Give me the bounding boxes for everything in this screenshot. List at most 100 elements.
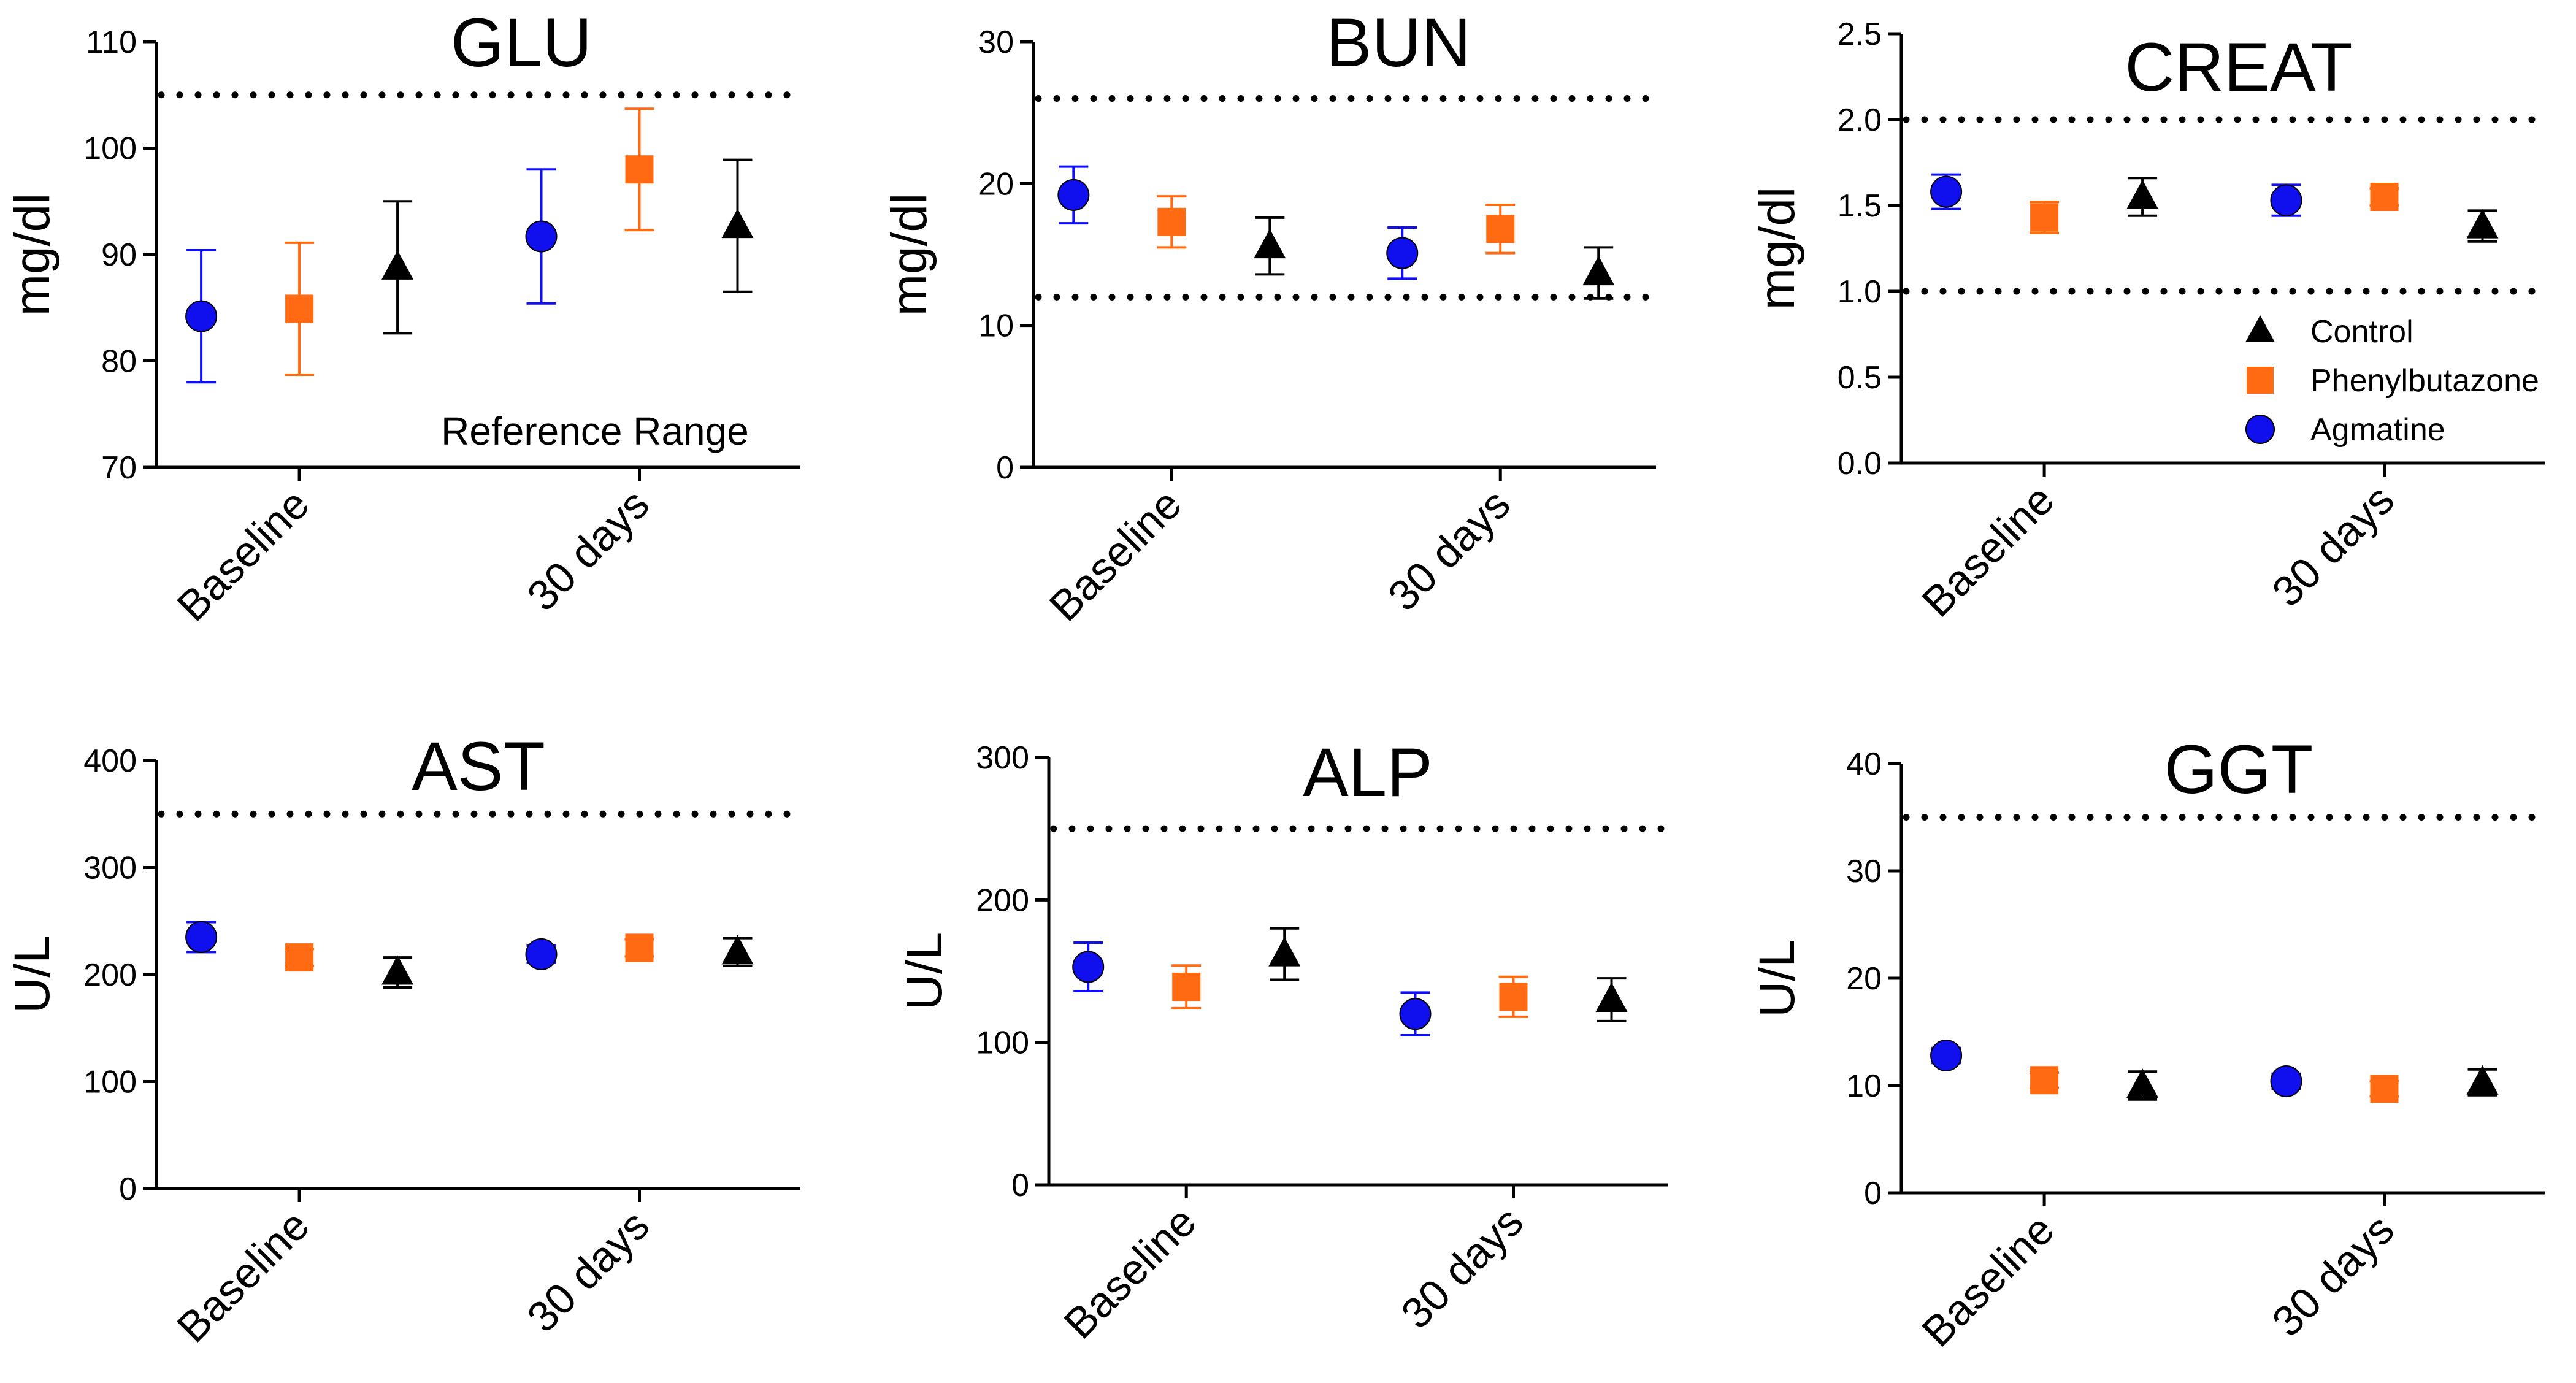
legend-label: Agmatine — [2310, 412, 2445, 448]
data-point-phenylbutazone — [1157, 195, 1187, 249]
data-point-agmatine — [525, 938, 558, 970]
y-axis-label: mg/dl — [881, 193, 937, 316]
x-tick-label: 30 days — [518, 1201, 659, 1341]
y-tick-label: 0 — [1011, 1168, 1029, 1203]
marker-circle — [1930, 175, 1963, 208]
x-tick-label: 30 days — [1379, 480, 1519, 620]
data-point-agmatine — [525, 168, 558, 305]
reference-range-label: Reference Range — [441, 409, 749, 453]
data-point-agmatine — [1930, 1040, 1963, 1071]
y-tick-label: 200 — [976, 883, 1029, 918]
data-point-agmatine — [2270, 183, 2302, 217]
chart-panel-alp: 0 100 200 300 Baseline 30 days ALP U/L — [897, 734, 1672, 1347]
marker-triangle — [721, 209, 754, 239]
legend-marker-circle — [2245, 415, 2275, 444]
y-tick-label: 80 — [101, 344, 137, 380]
marker-triangle — [1595, 982, 1628, 1012]
marker-circle — [1399, 998, 1432, 1030]
x-tick-label: 30 days — [518, 480, 659, 620]
data-point-control — [1268, 927, 1301, 981]
marker-circle — [1930, 1040, 1963, 1071]
marker-square — [1172, 973, 1201, 1002]
data-point-phenylbutazone — [1485, 204, 1516, 255]
data-point-agmatine — [185, 249, 218, 384]
x-tick-label: Baseline — [1913, 1205, 2063, 1355]
y-tick-label: 300 — [976, 740, 1029, 776]
data-point-agmatine — [1072, 941, 1105, 993]
legend-item-phenylbutazone: Phenylbutazone — [2247, 363, 2539, 399]
data-point-phenylbutazone — [285, 241, 315, 377]
legend-item-control: Control — [2245, 314, 2413, 350]
marker-square — [2370, 1075, 2399, 1103]
marker-triangle — [721, 935, 754, 965]
marker-circle — [185, 300, 218, 332]
x-tick-label: 30 days — [1392, 1197, 1533, 1338]
marker-triangle — [381, 250, 414, 280]
y-tick-label: 0.5 — [1838, 360, 1882, 396]
y-tick-label: 30 — [1846, 854, 1882, 889]
marker-triangle — [2126, 180, 2159, 209]
marker-circle — [525, 220, 558, 253]
marker-triangle — [1582, 256, 1615, 286]
y-tick-label: 0 — [996, 450, 1014, 486]
marker-square — [625, 933, 654, 962]
y-axis-label: U/L — [4, 935, 60, 1014]
marker-triangle — [2466, 209, 2499, 239]
data-point-control — [721, 935, 754, 968]
y-tick-label: 100 — [976, 1025, 1029, 1061]
y-tick-label: 200 — [83, 957, 137, 993]
marker-square — [1157, 207, 1186, 236]
marker-circle — [1072, 951, 1105, 983]
y-axis-label: U/L — [1749, 939, 1805, 1017]
x-tick-label: Baseline — [1055, 1197, 1205, 1347]
y-axis-label: U/L — [897, 932, 953, 1011]
y-axis-label: mg/dl — [4, 193, 60, 316]
marker-circle — [185, 921, 218, 953]
data-point-agmatine — [2270, 1065, 2302, 1097]
x-tick-label: Baseline — [1913, 475, 2063, 626]
legend-label: Phenylbutazone — [2310, 363, 2539, 399]
chart-title: GLU — [451, 4, 592, 81]
chart-title: CREAT — [2125, 29, 2352, 105]
y-tick-label: 2.0 — [1838, 102, 1882, 138]
chart-title: AST — [412, 728, 545, 805]
legend-item-agmatine: Agmatine — [2245, 412, 2445, 448]
marker-circle — [525, 938, 558, 970]
data-point-agmatine — [1057, 165, 1090, 225]
data-point-control — [2466, 1065, 2499, 1097]
marker-square — [2030, 1066, 2059, 1095]
y-tick-label: 0.0 — [1838, 446, 1882, 481]
y-tick-label: 70 — [101, 450, 137, 486]
y-tick-label: 30 — [978, 25, 1014, 60]
data-point-phenylbutazone — [1498, 975, 1528, 1018]
y-tick-label: 300 — [83, 851, 137, 886]
y-tick-label: 1.5 — [1838, 188, 1882, 224]
marker-square — [1499, 983, 1528, 1011]
marker-circle — [2270, 1065, 2302, 1097]
data-point-agmatine — [1386, 226, 1419, 280]
y-tick-label: 2.5 — [1838, 17, 1882, 52]
marker-square — [1486, 215, 1515, 243]
y-tick-label: 40 — [1846, 746, 1882, 782]
y-tick-label: 100 — [83, 1065, 137, 1100]
marker-circle — [1057, 178, 1090, 211]
data-point-control — [1582, 246, 1615, 300]
marker-square — [2030, 203, 2059, 232]
x-tick-label: 30 days — [2263, 475, 2404, 616]
data-point-phenylbutazone — [2369, 1075, 2399, 1103]
data-point-phenylbutazone — [624, 107, 654, 232]
marker-circle — [2270, 184, 2302, 216]
x-tick-label: Baseline — [1040, 480, 1190, 630]
chart-title: BUN — [1326, 4, 1471, 81]
legend-label: Control — [2310, 314, 2413, 350]
data-point-control — [1254, 216, 1286, 276]
y-tick-label: 110 — [86, 25, 137, 60]
y-tick-label: 10 — [978, 308, 1014, 344]
data-point-phenylbutazone — [285, 943, 315, 972]
marker-triangle — [1254, 229, 1286, 259]
data-point-phenylbutazone — [2369, 183, 2399, 211]
legend-marker-square — [2247, 367, 2274, 394]
marker-square — [625, 155, 654, 184]
data-point-control — [1595, 977, 1628, 1022]
